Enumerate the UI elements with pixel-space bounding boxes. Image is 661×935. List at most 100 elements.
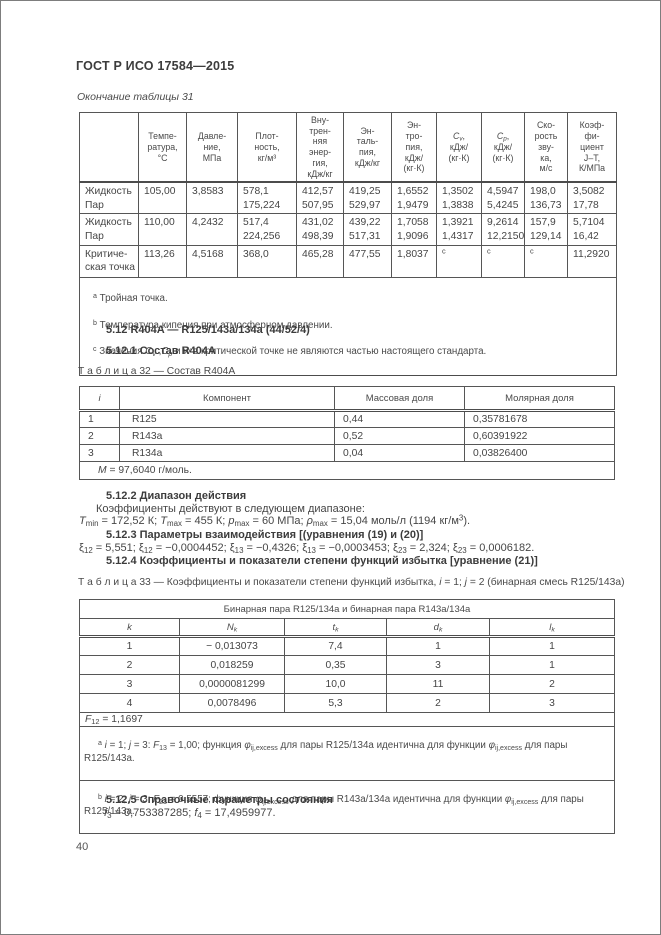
footnote-a: a Тройная точка.	[93, 293, 168, 305]
table-33-caption: Т а б л и ц а 33 — Коэффициенты и показа…	[78, 577, 625, 588]
paragraph-range-limits: Tmin = 172,52 К; Tmax = 455 К; pmax = 60…	[79, 513, 471, 528]
cell: 0,52	[334, 427, 465, 445]
cell: 105,00	[138, 181, 187, 215]
table-footnote-row: а i = 1; j = 3: F13 = 1,00; функция φij,…	[79, 726, 615, 781]
cell: 3	[386, 655, 490, 675]
footnote-c: c Значения Cv ,Cp и w в критической точк…	[93, 345, 487, 358]
table-header-row: k Nk tk dk lk	[79, 618, 615, 638]
f12-row: F12 = 1,1697	[79, 712, 615, 727]
paragraph-range-intro: Коэффициенты действуют в следующем диапа…	[96, 503, 365, 515]
cell: 4,5947 5,4245	[481, 181, 525, 215]
column-header-nk: Nk	[179, 618, 285, 638]
cell: 368,0	[237, 244, 297, 278]
cell: 2	[489, 674, 615, 694]
table-31-thermo-properties: Темпе- ратура, °С Давле- ние, МПа Плот- …	[79, 112, 617, 377]
footnote-b: b i = 2; j = 3: F23 = 0,5557; функция φi…	[84, 793, 584, 818]
cell: 578,1 175,224	[237, 181, 297, 215]
heading-5-12: 5.12 R404A — R125/143a/134a (44/52/4)	[106, 324, 310, 336]
column-header-pressure: Давле- ние, МПа	[186, 112, 238, 184]
heading-5-12-3: 5.12.3 Параметры взаимодействия [(уравне…	[106, 529, 424, 541]
table-footer-row: M = 97,6040 г/моль.	[79, 461, 615, 480]
cell: 4	[79, 693, 180, 713]
cell: 0,04	[334, 444, 465, 462]
cell-footnote-ref: с	[481, 244, 525, 278]
table-row: 2 R143a 0,52 0,60391922	[79, 427, 615, 445]
cell: 7,4	[284, 636, 387, 656]
table-33-excess-function-coefficients: Бинарная пара R125/134а и бинарная пара …	[79, 599, 615, 835]
column-header-sound-speed: Ско- рость зву- ка, м/с	[524, 112, 568, 184]
cell: 1,7058 1,9096	[391, 213, 437, 246]
table-footnotes-row: a Тройная точка. b Температура кипения п…	[79, 276, 617, 376]
cell: 419,25 529,97	[343, 181, 392, 215]
table31-continuation-label: Окончание таблицы 31	[77, 91, 194, 103]
column-header-index: i	[79, 386, 120, 412]
cell: 3,8583	[186, 181, 238, 215]
cell: 1	[489, 636, 615, 656]
phase-label: Критиче- ская точка	[79, 244, 139, 278]
table-row: 4 0,0078496 5,3 2 3	[79, 693, 615, 713]
table-header-row: i Компонент Массовая доля Молярная доля	[79, 386, 615, 412]
column-header-entropy: Эн- тро- пия, кДж/ (кг·К)	[391, 112, 437, 184]
cell: 1	[489, 655, 615, 675]
cell-component: R134a	[119, 444, 335, 462]
table-32-caption: Т а б л и ц а 32 — Состав R404A	[78, 366, 236, 377]
heading-5-12-1: 5.12.1 Состав R404A	[106, 345, 216, 357]
column-header-enthalpy: Эн- таль- пия, кДж/кг	[343, 112, 392, 184]
table-row: 3 0,0000081299 10,0 11 2	[79, 674, 615, 694]
cell: 10,0	[284, 674, 387, 694]
cell: 198,0 136,73	[524, 181, 568, 215]
table-span-header-row: Бинарная пара R125/134а и бинарная пара …	[79, 599, 615, 619]
column-header-cv: Cv, кДж/ (кг·К)	[436, 112, 482, 184]
column-header-dk: dk	[386, 618, 490, 638]
column-header-mass-fraction: Массовая доля	[334, 386, 465, 412]
phase-label: Жидкость Пар	[79, 181, 139, 215]
column-header-internal-energy: Вну- трен- няя энер- гия, кДж/кг	[296, 112, 344, 184]
table-footnotes-cell: a Тройная точка. b Температура кипения п…	[79, 276, 617, 376]
cell: 1	[386, 636, 490, 656]
footnote-a-cell: а i = 1; j = 3: F13 = 1,00; функция φij,…	[79, 726, 615, 781]
table-row: Жидкость Пар 105,00 3,8583 578,1 175,224…	[79, 181, 617, 215]
paragraph-reference-state-parameters: f3 = 0,753387285; f4 = 17,4959977.	[104, 807, 276, 820]
heading-5-12-5: 5.12.5 Справочные параметры состояния	[106, 794, 333, 806]
cell: 0,44	[334, 410, 465, 428]
cell: 3,5082 17,78	[567, 181, 617, 215]
table-row: 3 R134a 0,04 0,03826400	[79, 444, 615, 462]
cell: 439,22 517,31	[343, 213, 392, 246]
cell: 0,0078496	[179, 693, 285, 713]
cell: 477,55	[343, 244, 392, 278]
column-header-lk: lk	[489, 618, 615, 638]
table-row-critical-point: Критиче- ская точка 113,26 4,5168 368,0 …	[79, 244, 617, 278]
molar-mass-note: M = 97,6040 г/моль.	[79, 461, 615, 480]
cell: 4,5168	[186, 244, 238, 278]
cell: 1	[79, 636, 180, 656]
cell: 110,00	[138, 213, 187, 246]
phase-label: Жидкость Пар	[79, 213, 139, 246]
cell: 1,6552 1,9479	[391, 181, 437, 215]
doc-code: ГОСТ Р ИСО 17584—2015	[76, 59, 235, 73]
table-row: 2 0,018259 0,35 3 1	[79, 655, 615, 675]
cell: 0,35	[284, 655, 387, 675]
cell: 4,2432	[186, 213, 238, 246]
cell: 1,3502 1,3838	[436, 181, 482, 215]
heading-5-12-4: 5.12.4 Коэффициенты и показатели степени…	[106, 555, 538, 567]
cell: 11	[386, 674, 490, 694]
heading-5-12-2: 5.12.2 Диапазон действия	[106, 490, 247, 502]
cell: − 0,013073	[179, 636, 285, 656]
cell: 11,2920	[567, 244, 617, 278]
cell: 3	[79, 444, 120, 462]
page-number: 40	[76, 841, 89, 853]
footnote-b: b Температура кипения при атмосферном да…	[93, 319, 333, 331]
cell-footnote-ref: с	[524, 244, 568, 278]
cell: 2	[79, 427, 120, 445]
column-header-mole-fraction: Молярная доля	[464, 386, 615, 412]
column-header-tk: tk	[284, 618, 387, 638]
cell: 412,57 507,95	[296, 181, 344, 215]
cell: 0,35781678	[464, 410, 615, 428]
column-header-density: Плот- ность, кг/м³	[237, 112, 297, 184]
table-header-row: Темпе- ратура, °С Давле- ние, МПа Плот- …	[79, 112, 617, 184]
table-footnote-row: b i = 2; j = 3: F23 = 0,5557; функция φi…	[79, 779, 615, 835]
column-header-k: k	[79, 618, 180, 638]
column-header-temperature: Темпе- ратура, °С	[138, 112, 187, 184]
cell: 2	[79, 655, 180, 675]
cell: 157,9 129,14	[524, 213, 568, 246]
